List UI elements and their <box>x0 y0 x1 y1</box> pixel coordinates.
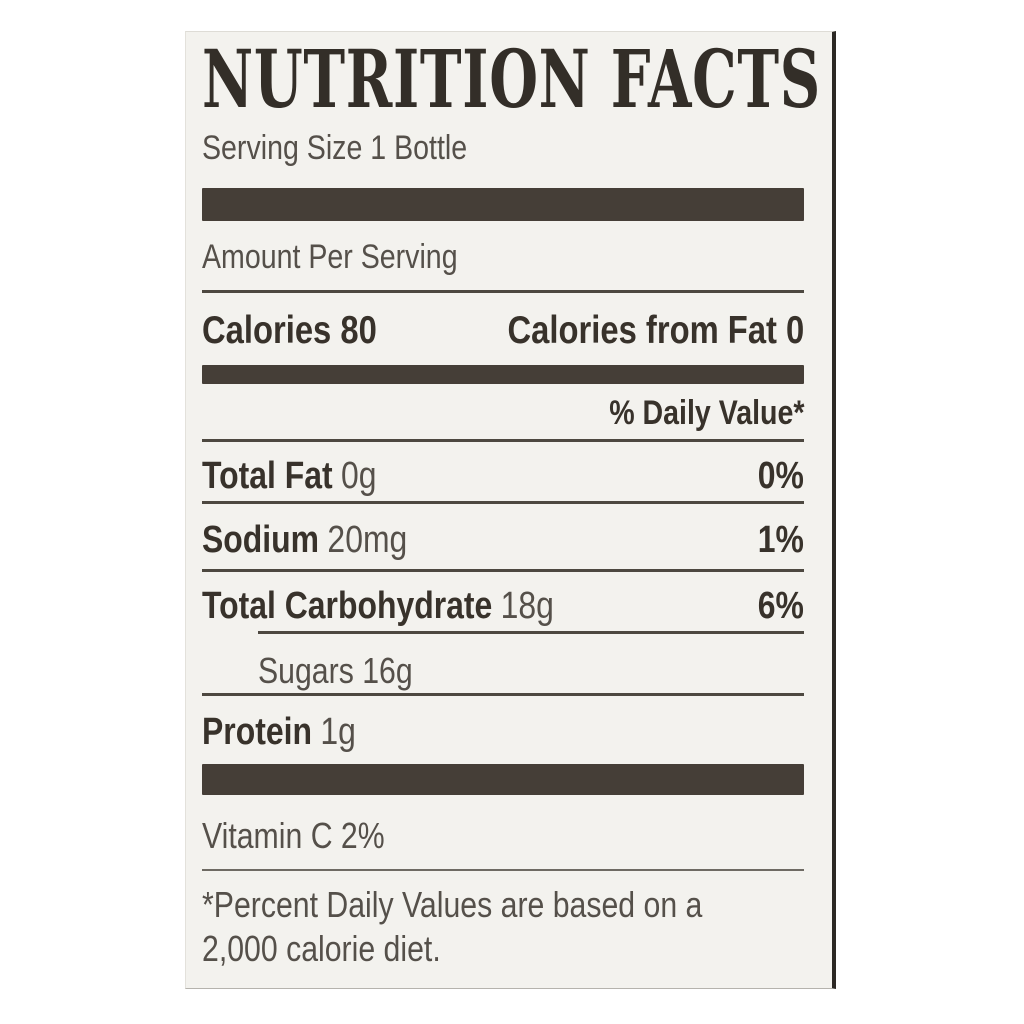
separator-bar-bottom <box>202 764 804 795</box>
nutrient-daily-value: 6% <box>757 585 804 627</box>
calories-from-fat-value: Calories from Fat 0 <box>507 309 804 352</box>
serving-size-line: Serving Size 1 Bottle <box>202 129 468 167</box>
calories-value: Calories 80 <box>202 309 377 352</box>
nutrient-name-amount: Sodium 20mg <box>202 519 408 561</box>
separator-bar-mid <box>202 365 804 384</box>
nutrient-row-protein: Protein 1g <box>202 709 804 755</box>
nutrient-name-amount: Total Fat 0g <box>202 455 377 497</box>
divider-above-calories <box>202 290 804 293</box>
daily-value-header: % Daily Value* <box>608 394 804 432</box>
nutrient-name-amount: Protein 1g <box>202 711 356 753</box>
nutrient-row-carbohydrate: Total Carbohydrate 18g 6% <box>202 583 804 629</box>
nutrient-name-amount: Total Carbohydrate 18g <box>202 585 554 627</box>
nutrition-facts-label: NUTRITION FACTS Serving Size 1 Bottle Am… <box>185 31 836 989</box>
divider-above-carbohydrate <box>202 569 804 572</box>
separator-bar-top <box>202 188 804 221</box>
footnote-line-2: 2,000 calorie diet. <box>202 928 441 969</box>
label-title-text: NUTRITION FACTS <box>202 32 821 126</box>
divider-above-sugars-indented <box>258 631 804 634</box>
divider-above-total-fat <box>202 439 804 442</box>
nutrient-row-sodium: Sodium 20mg 1% <box>202 517 804 563</box>
nutrient-daily-value: 1% <box>757 519 804 561</box>
footnote: *Percent Daily Values are based on a 2,0… <box>202 883 804 971</box>
divider-above-protein <box>202 693 804 696</box>
nutrient-daily-value: 0% <box>757 455 804 497</box>
nutrient-row-sugars: Sugars 16g <box>202 649 804 693</box>
calories-row: Calories 80 Calories from Fat 0 <box>202 308 804 354</box>
nutrient-row-total-fat: Total Fat 0g 0% <box>202 453 804 499</box>
divider-above-sodium <box>202 501 804 504</box>
amount-per-serving-line: Amount Per Serving <box>202 238 458 276</box>
nutrient-name-amount: Sugars 16g <box>258 650 413 691</box>
label-title: NUTRITION FACTS <box>202 39 820 119</box>
divider-above-footnote <box>202 869 804 871</box>
footnote-line-1: *Percent Daily Values are based on a <box>202 884 703 925</box>
vitamin-c-line: Vitamin C 2% <box>202 815 385 856</box>
